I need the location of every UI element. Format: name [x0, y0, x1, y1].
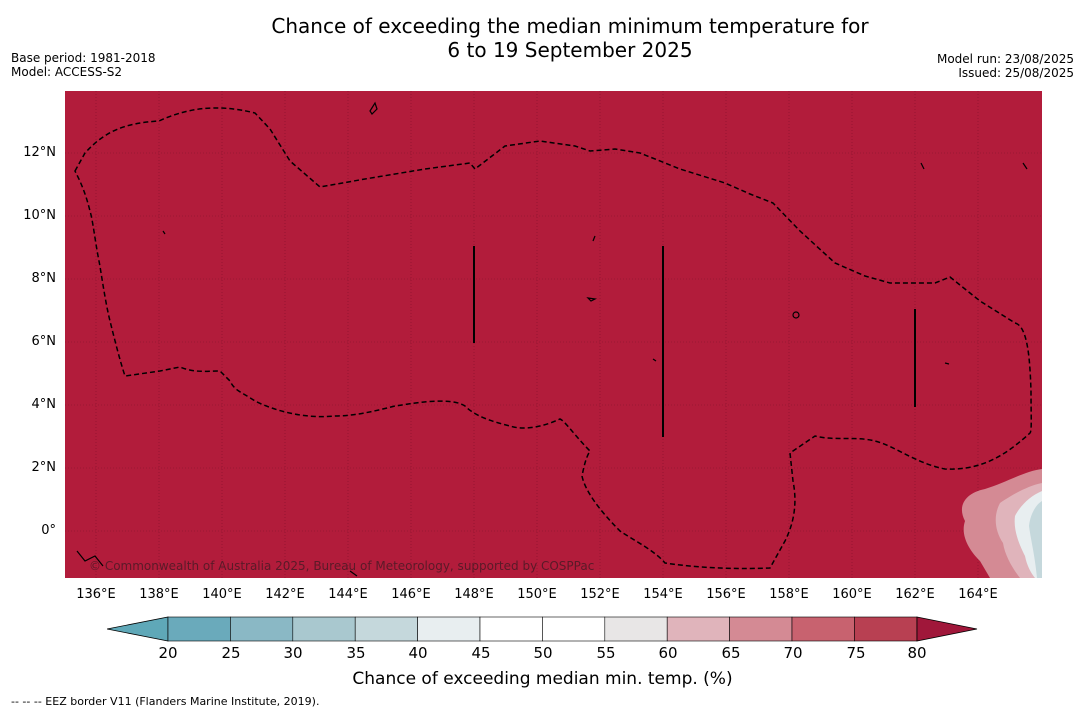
meta-left: Base period: 1981-2018 Model: ACCESS-S2 — [11, 51, 156, 79]
eez-border — [74, 107, 1032, 570]
meta-right: Model run: 23/08/2025 Issued: 25/08/2025 — [937, 52, 1074, 80]
colorbar-segment — [542, 616, 606, 642]
colorbar-title-text: Chance of exceeding median min. temp. (%… — [352, 669, 733, 689]
colorbar-segment — [479, 616, 543, 642]
x-tick-144e: 144°E — [328, 587, 368, 602]
issued-date: Issued: 25/08/2025 — [958, 66, 1074, 80]
colorbar-high-extend — [916, 616, 978, 642]
x-tick-136e: 136°E — [76, 587, 116, 602]
cb-label-80: 80 — [907, 644, 927, 662]
map-panel: © Commonwealth of Australia 2025, Bureau… — [65, 91, 1042, 578]
x-tick-146e: 146°E — [391, 587, 431, 602]
colorbar-segment — [791, 616, 855, 642]
cb-label-35: 35 — [346, 644, 366, 662]
cb-label-20: 20 — [158, 644, 178, 662]
copyright-notice: © Commonwealth of Australia 2025, Bureau… — [89, 559, 594, 573]
islands — [76, 101, 1028, 577]
x-tick-162e: 162°E — [895, 587, 935, 602]
vertical-line-features — [473, 246, 916, 437]
colorbar-segment — [354, 616, 418, 642]
cb-label-60: 60 — [658, 644, 678, 662]
base-period: Base period: 1981-2018 — [11, 51, 156, 65]
cb-label-50: 50 — [533, 644, 553, 662]
colorbar-title: Chance of exceeding median min. temp. (%… — [0, 668, 1085, 690]
x-tick-160e: 160°E — [832, 587, 872, 602]
y-tick-8n: 8°N — [31, 271, 57, 286]
x-tick-138e: 138°E — [139, 587, 179, 602]
colorbar-segment — [417, 616, 481, 642]
low-probability-region — [961, 469, 1042, 578]
x-tick-150e: 150°E — [517, 587, 557, 602]
x-tick-142e: 142°E — [265, 587, 305, 602]
colorbar-low-extend — [107, 616, 169, 642]
colorbar-segment — [167, 616, 231, 642]
y-tick-0: 0° — [41, 523, 56, 538]
model-run: Model run: 23/08/2025 — [936, 52, 1074, 66]
model-name: Model: ACCESS-S2 — [11, 65, 123, 79]
x-tick-152e: 152°E — [580, 587, 620, 602]
colorbar-segment — [292, 616, 356, 642]
cb-label-25: 25 — [221, 644, 241, 662]
cb-label-55: 55 — [596, 644, 616, 662]
colorbar-segment — [604, 616, 668, 642]
x-tick-148e: 148°E — [454, 587, 494, 602]
cb-label-40: 40 — [408, 644, 428, 662]
colorbar — [107, 616, 978, 642]
cb-label-70: 70 — [783, 644, 803, 662]
y-tick-4n: 4°N — [31, 397, 57, 412]
y-tick-12n: 12°N — [23, 145, 56, 160]
y-tick-10n: 10°N — [23, 208, 56, 223]
x-tick-158e: 158°E — [769, 587, 809, 602]
colorbar-segment — [729, 616, 793, 642]
map-title: Chance of exceeding the median minimum t… — [0, 14, 1085, 62]
colorbar-segments — [167, 616, 918, 642]
cb-label-45: 45 — [471, 644, 491, 662]
x-tick-164e: 164°E — [958, 587, 998, 602]
x-tick-156e: 156°E — [706, 587, 746, 602]
y-tick-6n: 6°N — [31, 334, 57, 349]
x-tick-140e: 140°E — [202, 587, 242, 602]
colorbar-segment — [666, 616, 730, 642]
colorbar-segment — [230, 616, 294, 642]
cb-label-30: 30 — [283, 644, 303, 662]
cb-label-75: 75 — [846, 644, 866, 662]
title-line-1: Chance of exceeding the median minimum t… — [271, 14, 869, 38]
title-line-2: 6 to 19 September 2025 — [447, 38, 693, 62]
y-tick-2n: 2°N — [31, 460, 57, 475]
x-tick-154e: 154°E — [643, 587, 683, 602]
cb-label-65: 65 — [721, 644, 741, 662]
colorbar-segment — [854, 616, 918, 642]
eez-legend-note: -- -- -- EEZ border V11 (Flanders Marine… — [11, 695, 320, 708]
map-background — [65, 91, 1042, 578]
